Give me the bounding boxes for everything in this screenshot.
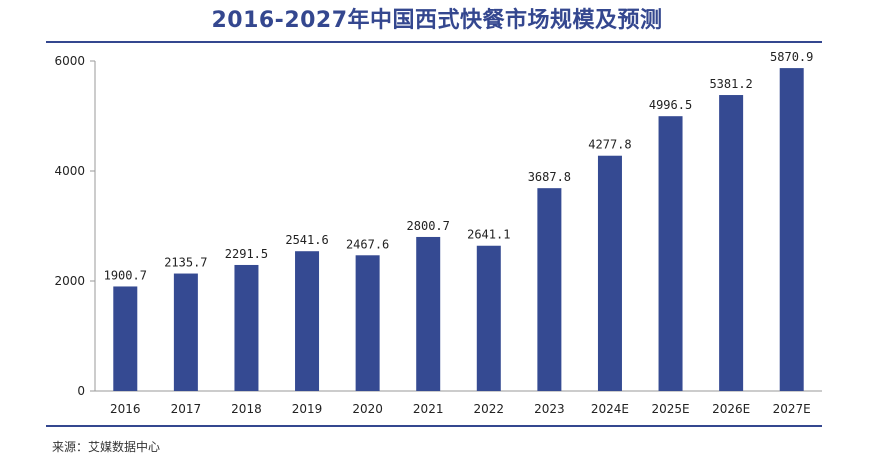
x-tick-label: 2016: [110, 402, 141, 416]
bar: [719, 95, 744, 391]
x-tick-label: 2020: [352, 402, 383, 416]
bar: [597, 155, 622, 391]
data-label: 1900.7: [104, 268, 147, 282]
x-tick-label: 2025E: [651, 402, 689, 416]
bar: [416, 236, 441, 391]
bar: [537, 188, 562, 391]
data-label: 2541.6: [285, 233, 328, 247]
data-label: 2467.6: [346, 237, 389, 251]
source-note: 来源：艾媒数据中心: [52, 440, 161, 454]
title-divider: [46, 41, 822, 43]
bar: [658, 116, 683, 391]
y-tick-label: 6000: [54, 54, 85, 68]
data-label: 2800.7: [407, 219, 450, 233]
x-tick-label: 2019: [292, 402, 323, 416]
y-tick-label: 4000: [54, 164, 85, 178]
data-label: 4996.5: [649, 98, 692, 112]
data-label: 2135.7: [164, 256, 207, 270]
x-tick-label: 2023: [534, 402, 565, 416]
bar: [234, 264, 259, 391]
chart-title: 2016-2027年中国西式快餐市场规模及预测: [211, 8, 663, 33]
data-label: 2291.5: [225, 247, 268, 261]
bar: [113, 286, 138, 391]
bar: [173, 273, 198, 391]
x-tick-label: 2027E: [773, 402, 811, 416]
data-label: 5381.2: [709, 77, 752, 91]
footer-divider: [46, 425, 822, 427]
data-label: 3687.8: [528, 170, 571, 184]
x-tick-label: 2022: [474, 402, 505, 416]
bar: [476, 245, 501, 391]
x-tick-label: 2017: [171, 402, 202, 416]
data-label: 4277.8: [588, 138, 631, 152]
data-label: 5870.9: [770, 50, 813, 64]
x-tick-label: 2026E: [712, 402, 750, 416]
y-tick-label: 0: [77, 384, 85, 398]
x-tick-label: 2024E: [591, 402, 629, 416]
x-tick-label: 2021: [413, 402, 444, 416]
bar: [355, 255, 380, 391]
data-label: 2641.1: [467, 228, 510, 242]
x-tick-label: 2018: [231, 402, 262, 416]
bar: [779, 68, 804, 392]
bar: [295, 251, 320, 391]
y-tick-label: 2000: [54, 274, 85, 288]
